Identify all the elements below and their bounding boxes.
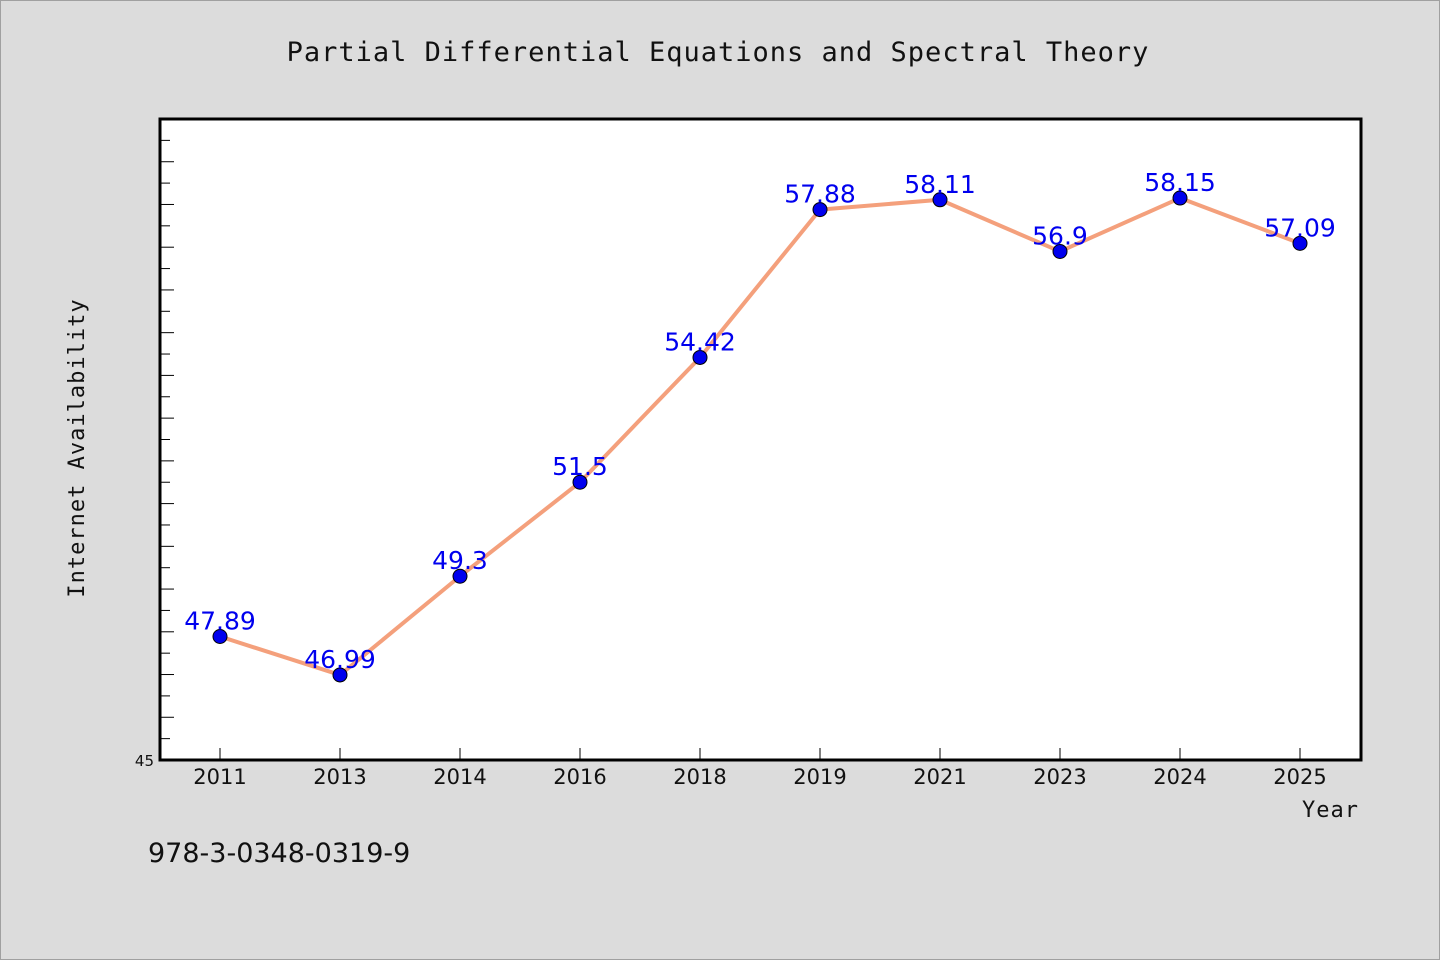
x-axis-ticks: 2011 2013 2014 2016 2018 2019 2021 2023 2024 2025 xyxy=(193,748,1327,789)
data-point xyxy=(1172,190,1188,206)
plot-area xyxy=(158,117,1363,762)
data-point xyxy=(332,667,348,683)
data-label: 57.09 xyxy=(1264,213,1336,242)
y-axis-ticks: 45 xyxy=(135,139,174,770)
data-label: 54.42 xyxy=(664,327,736,356)
x-tick-label: 2021 xyxy=(913,765,966,789)
x-tick-label: 2023 xyxy=(1033,765,1086,789)
data-label: 58.11 xyxy=(904,170,976,199)
x-tick-label: 2014 xyxy=(433,765,486,789)
data-label: 57.88 xyxy=(784,180,856,209)
series-line xyxy=(219,196,1301,677)
data-label: 56.9 xyxy=(1032,221,1088,250)
y-axis-label: Internet Availability xyxy=(65,298,90,597)
data-point xyxy=(812,202,828,218)
x-tick-label: 2019 xyxy=(793,765,846,789)
chart-title: Partial Differential Equations and Spect… xyxy=(287,37,1150,68)
data-point xyxy=(1292,235,1308,251)
x-tick-label: 2013 xyxy=(313,765,366,789)
x-tick-label: 2016 xyxy=(553,765,606,789)
footer-isbn: 978-3-0348-0319-9 xyxy=(148,838,410,869)
x-axis-label: Year xyxy=(1302,798,1359,823)
x-tick-label: 2011 xyxy=(193,765,246,789)
data-label: 47.89 xyxy=(184,607,256,636)
data-label: 58.15 xyxy=(1144,168,1216,197)
y-tick-label: 45 xyxy=(135,752,154,770)
data-label: 46.99 xyxy=(304,645,376,674)
data-label: 49.3 xyxy=(432,546,488,575)
x-tick-label: 2018 xyxy=(673,765,726,789)
data-point xyxy=(572,474,588,490)
data-point xyxy=(212,629,228,645)
x-tick-label: 2024 xyxy=(1153,765,1206,789)
x-tick-label: 2025 xyxy=(1273,765,1326,789)
series-line-group xyxy=(219,196,1301,677)
data-point xyxy=(692,349,708,365)
data-point xyxy=(932,192,948,208)
data-labels: 47.89 46.99 49.3 51.5 54.42 57.88 58.11 56.9 58.… xyxy=(184,168,1336,674)
data-point xyxy=(452,568,468,584)
series-markers xyxy=(212,190,1308,683)
data-label: 51.5 xyxy=(552,452,608,481)
data-point xyxy=(1052,243,1068,259)
